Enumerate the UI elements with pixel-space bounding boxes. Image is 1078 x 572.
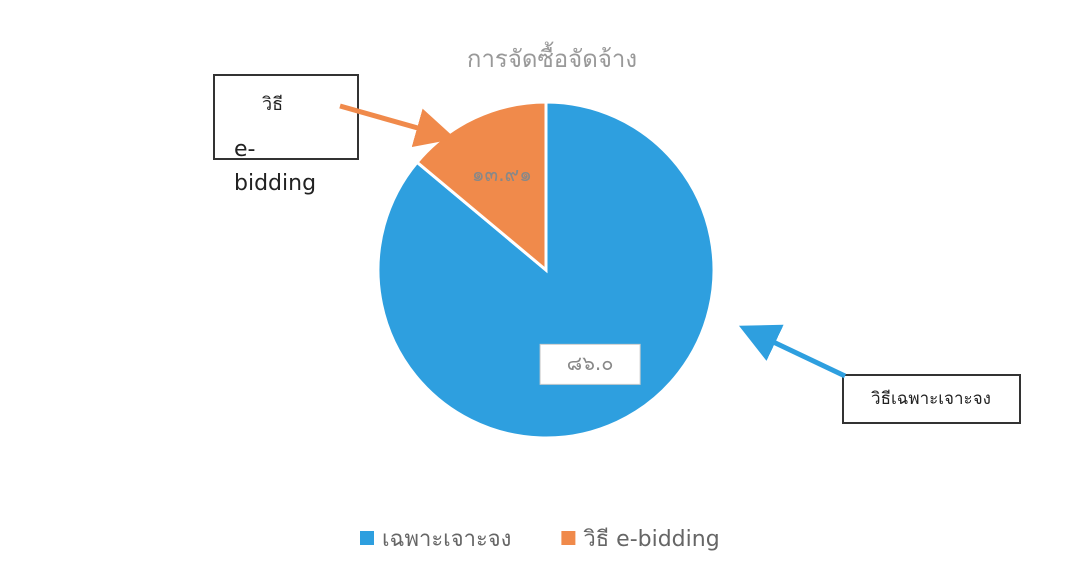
annotation-arrow bbox=[339, 103, 456, 148]
annotation-box bbox=[842, 374, 1021, 424]
chart-title: การจัดซื้อจัดจ้าง bbox=[467, 41, 637, 73]
data-label: ๑๓.๙๑ bbox=[472, 162, 532, 186]
data-label: ๘๖.๐ bbox=[567, 351, 614, 375]
annotation-line: วิธีเฉพาะเจาะจง bbox=[871, 389, 991, 409]
annotation-line: วิธี bbox=[262, 94, 283, 115]
annotation-line: bidding bbox=[234, 171, 316, 196]
pie bbox=[376, 100, 716, 440]
legend-label: เฉพาะเจาะจง bbox=[382, 527, 511, 552]
legend-swatch bbox=[360, 531, 374, 545]
annotation-line: e- bbox=[234, 137, 255, 162]
annotation-arrow bbox=[738, 324, 847, 379]
legend-label: วิธี e-bidding bbox=[583, 527, 720, 552]
legend-swatch bbox=[561, 531, 576, 545]
annotation-box bbox=[213, 74, 359, 160]
data-label-box bbox=[539, 343, 641, 385]
